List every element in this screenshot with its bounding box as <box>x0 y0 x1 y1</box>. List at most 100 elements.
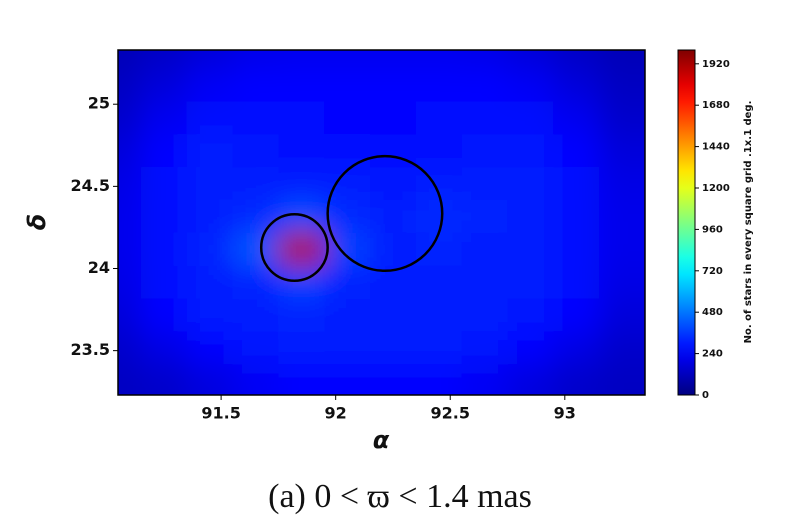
heat-cell <box>507 166 554 200</box>
heat-cell <box>415 298 463 332</box>
heat-cell <box>186 133 234 168</box>
heat-cell <box>461 50 509 69</box>
heat-cell <box>186 199 234 233</box>
heat-cell <box>415 199 463 233</box>
heat-cell <box>415 265 463 299</box>
heat-cell <box>599 265 645 299</box>
y-tick-label: 25 <box>88 94 110 113</box>
heat-cell <box>553 232 600 266</box>
x-tick-label: 93 <box>554 404 576 423</box>
heat-cell <box>370 298 417 332</box>
heat-cell <box>461 330 509 365</box>
heat-cell <box>461 133 509 168</box>
heat-cell <box>507 232 554 266</box>
heat-cell <box>278 68 325 102</box>
heat-cell <box>599 363 645 395</box>
heat-cell <box>140 50 188 69</box>
heat-cell <box>278 363 325 395</box>
heat-cell <box>461 68 509 102</box>
heat-cell <box>324 199 371 233</box>
heat-cell <box>140 100 188 135</box>
heat-cell <box>186 363 234 395</box>
heat-cell <box>118 133 142 168</box>
y-axis-label: δ <box>23 214 51 231</box>
heat-cell <box>232 166 279 200</box>
heat-cell <box>278 166 325 200</box>
heat-cell <box>186 298 234 332</box>
heat-cell <box>370 100 417 135</box>
heat-cell <box>599 298 645 332</box>
heat-cell <box>461 100 509 135</box>
heat-cell <box>461 298 509 332</box>
heat-cell <box>507 199 554 233</box>
heat-cell <box>140 68 188 102</box>
x-tick-label: 92 <box>325 404 347 423</box>
heat-cell <box>507 133 554 168</box>
colorbar-tick-label: 1920 <box>702 59 730 70</box>
heat-cell <box>599 232 645 266</box>
heat-cell <box>324 232 371 266</box>
heat-cell <box>186 265 234 299</box>
heat-cell <box>140 330 188 365</box>
heat-cell <box>415 330 463 365</box>
heatmap <box>118 50 645 395</box>
heat-cell <box>599 68 645 102</box>
heat-cell <box>461 265 509 299</box>
colorbar-tick-label: 1440 <box>702 142 730 153</box>
heat-cell <box>507 265 554 299</box>
colorbar-label: No. of stars in every square grid .1x.1 … <box>743 101 754 344</box>
colorbar <box>677 49 696 396</box>
heat-cell <box>232 100 279 135</box>
heat-cell <box>140 232 188 266</box>
heat-cell <box>324 298 371 332</box>
heat-cell <box>415 133 463 168</box>
heat-cell <box>232 330 279 365</box>
heat-cell <box>507 363 554 395</box>
heat-cell <box>461 199 509 233</box>
colorbar-tick-label: 480 <box>702 307 723 318</box>
heat-cell <box>553 133 600 168</box>
heat-cell <box>507 50 554 69</box>
heat-cell <box>370 68 417 102</box>
heat-cell <box>140 265 188 299</box>
heat-cell <box>324 100 371 135</box>
heat-cell <box>507 100 554 135</box>
colorbar-tick-label: 0 <box>702 390 709 401</box>
heat-cell <box>118 265 142 299</box>
heat-cell <box>324 363 371 395</box>
heat-cell <box>553 363 600 395</box>
region-circle <box>326 154 444 272</box>
heat-cell <box>553 298 600 332</box>
heat-cell <box>553 100 600 135</box>
heat-cell <box>507 68 554 102</box>
region-circle <box>259 212 329 282</box>
heat-cell <box>232 363 279 395</box>
heat-cell <box>118 330 142 365</box>
heat-cell <box>118 50 142 69</box>
colorbar-tick-label: 1680 <box>702 100 730 111</box>
heat-cell <box>118 100 142 135</box>
colorbar-tick-label: 720 <box>702 266 723 277</box>
heat-cell <box>415 363 463 395</box>
heat-cell <box>324 68 371 102</box>
heat-cell <box>599 166 645 200</box>
heat-cell <box>118 199 142 233</box>
x-tick-label: 92.5 <box>430 404 469 423</box>
heat-cell <box>278 133 325 168</box>
heat-cell <box>324 50 371 69</box>
heat-cell <box>232 133 279 168</box>
heat-cell <box>118 232 142 266</box>
heat-cell <box>232 50 279 69</box>
heat-cell <box>232 232 279 266</box>
plot-frame <box>117 49 646 396</box>
heat-cell <box>415 100 463 135</box>
x-tick-label: 91.5 <box>201 404 240 423</box>
heat-cell <box>186 50 234 69</box>
heat-cell <box>140 133 188 168</box>
heat-cell <box>232 199 279 233</box>
heat-cell <box>186 232 234 266</box>
heat-cell <box>278 50 325 69</box>
caption: (a) 0 < ϖ < 1.4 mas <box>268 478 532 515</box>
heat-cell <box>118 363 142 395</box>
